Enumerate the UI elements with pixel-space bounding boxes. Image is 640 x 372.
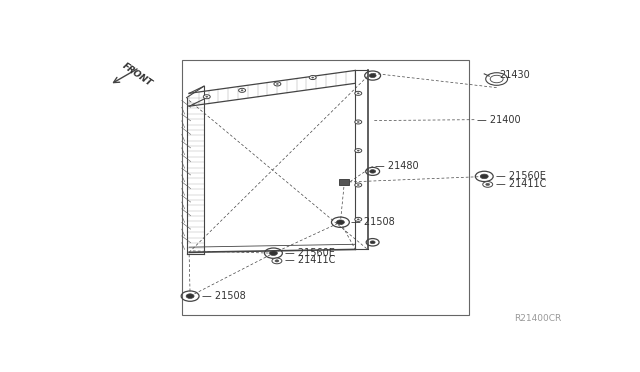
Bar [339,179,349,185]
Circle shape [312,77,314,78]
Circle shape [486,183,490,186]
Text: — 21560E: — 21560E [495,170,545,180]
Circle shape [370,241,375,244]
Circle shape [355,183,362,187]
Text: — 21480: — 21480 [375,161,419,171]
Bar [182,60,469,315]
Circle shape [241,90,243,91]
Circle shape [357,121,359,122]
Text: — 21508: — 21508 [202,291,245,301]
Circle shape [357,219,359,220]
Circle shape [274,82,281,86]
Circle shape [357,150,359,151]
Circle shape [357,93,359,94]
Text: FRONT: FRONT [120,61,154,88]
Circle shape [357,185,359,186]
Circle shape [370,170,376,173]
Circle shape [355,217,362,221]
Circle shape [355,149,362,153]
Circle shape [483,182,493,187]
Circle shape [480,174,488,179]
Text: — 21508: — 21508 [351,217,395,227]
Text: — 21411C: — 21411C [495,179,546,189]
Circle shape [276,83,278,84]
Circle shape [355,92,362,95]
Circle shape [272,258,282,264]
Circle shape [206,96,208,97]
Text: 21430: 21430 [499,70,530,80]
Circle shape [239,88,246,92]
Circle shape [275,260,279,262]
Text: — 21411C: — 21411C [285,255,335,265]
Text: — 21560E: — 21560E [285,248,335,257]
Circle shape [369,74,376,78]
Circle shape [269,251,277,256]
Circle shape [186,294,194,298]
Text: R21400CR: R21400CR [514,314,561,323]
Circle shape [337,220,344,225]
Circle shape [309,76,316,80]
Circle shape [355,120,362,124]
Circle shape [204,95,211,99]
Text: — 21400: — 21400 [477,115,520,125]
